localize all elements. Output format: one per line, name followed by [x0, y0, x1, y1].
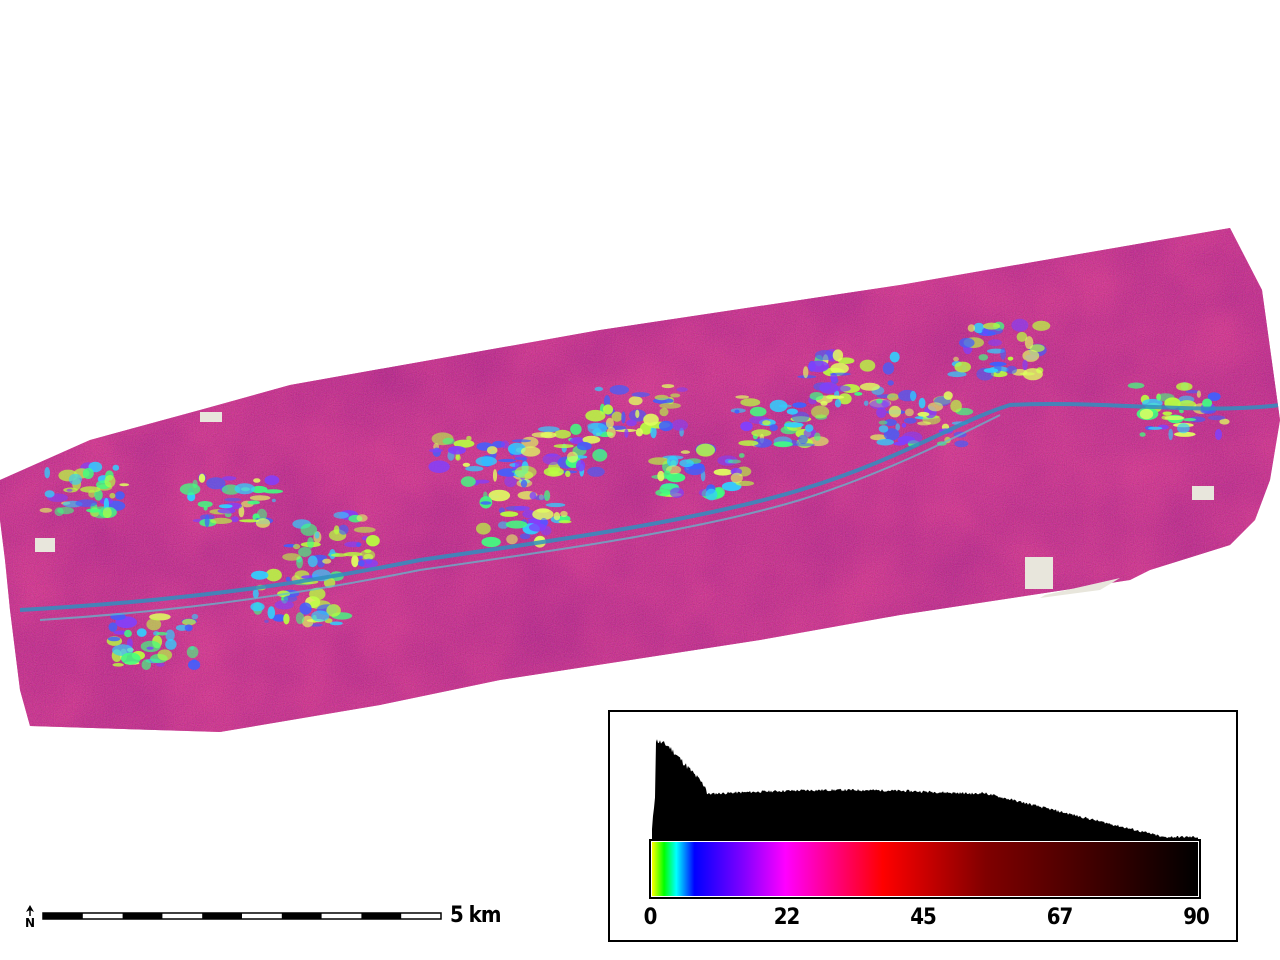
scale-bar-segment [43, 913, 83, 919]
scale-bar-label: 5 km [450, 903, 501, 928]
legend-panel [608, 710, 1238, 942]
legend-tick: 0 [643, 905, 658, 930]
scale-bar [42, 912, 442, 920]
river-line [19, 401, 1280, 612]
scale-bar-segment [281, 913, 322, 919]
histogram [652, 739, 1198, 840]
scale-bar-segment [361, 913, 402, 919]
scale-bar-segment [202, 913, 242, 919]
road-line [39, 414, 1001, 621]
image-strip [0, 228, 1280, 732]
legend-tick: 22 [773, 905, 801, 930]
legend-tick: 90 [1183, 905, 1210, 930]
scale-bar-segment [122, 913, 163, 919]
legend-tick: 67 [1046, 905, 1074, 930]
svg-text:N: N [25, 916, 35, 928]
legend-tick: 45 [910, 905, 937, 930]
low-value-areas [39, 318, 1230, 671]
no-data-patches [35, 412, 1214, 598]
color-bar [652, 842, 1198, 896]
north-arrow-icon: N [25, 905, 35, 928]
legend-graphics [649, 739, 1201, 899]
